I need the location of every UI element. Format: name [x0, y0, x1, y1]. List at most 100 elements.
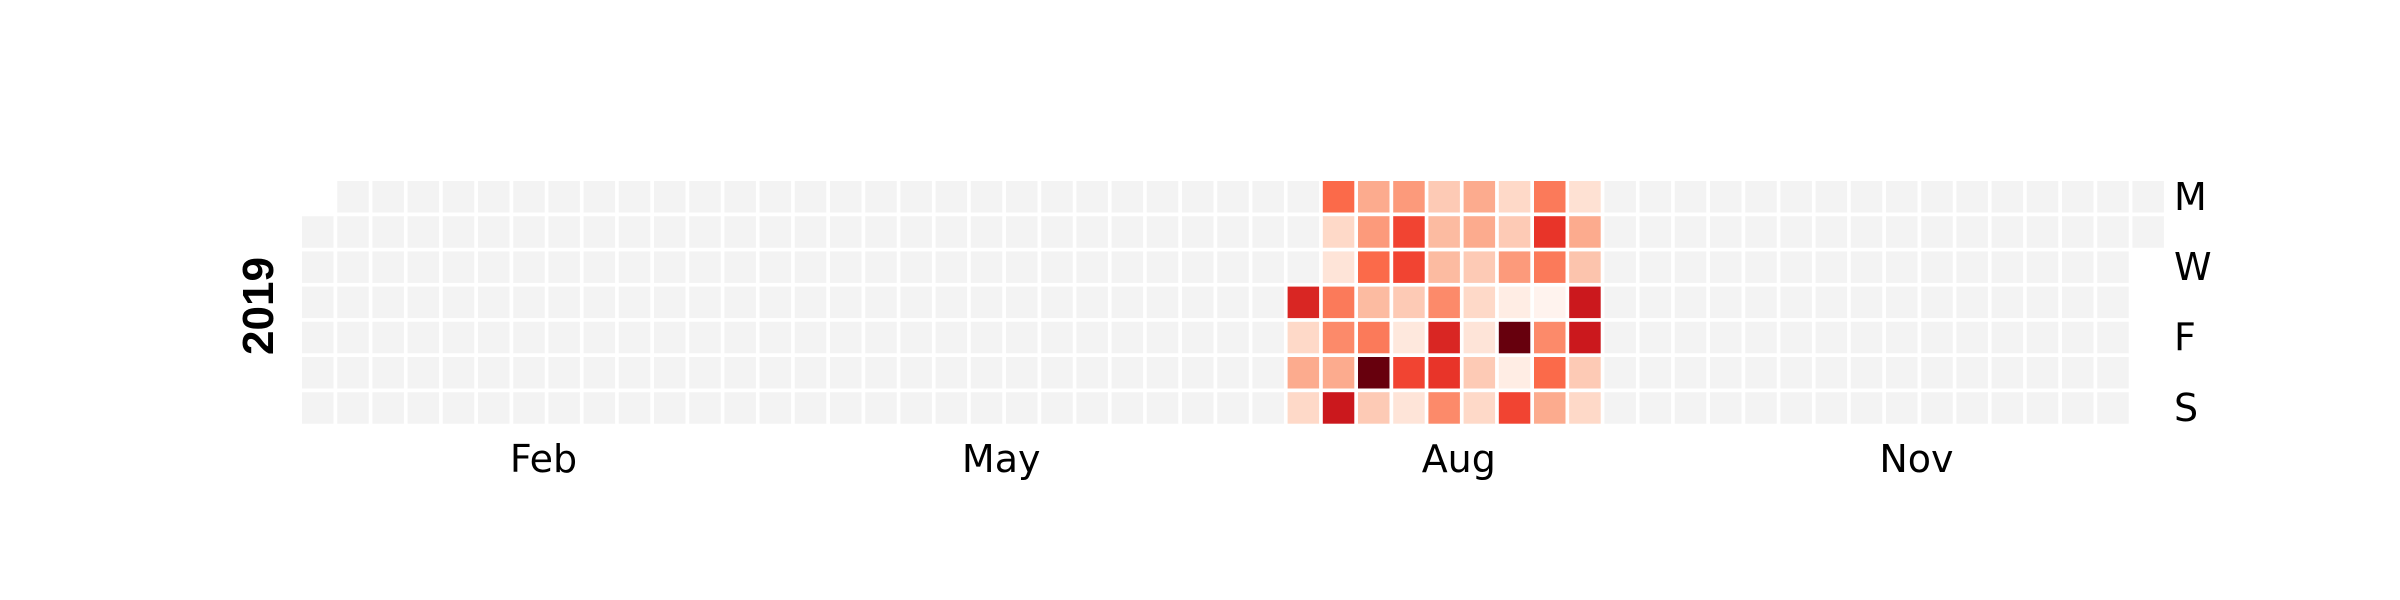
empty-day-cell	[1956, 357, 1988, 389]
empty-day-cell	[1111, 286, 1144, 319]
empty-day-cell	[1780, 286, 1812, 319]
empty-day-cell	[830, 392, 862, 424]
empty-day-cell	[1710, 181, 1742, 213]
day-cell	[1569, 392, 1601, 424]
empty-day-cell	[337, 251, 369, 283]
empty-day-cell	[2062, 181, 2094, 213]
empty-day-cell	[1182, 251, 1214, 283]
empty-day-cell	[1252, 357, 1284, 389]
empty-day-cell	[2026, 181, 2059, 213]
empty-day-cell	[302, 357, 334, 389]
empty-day-cell	[1921, 357, 1953, 389]
empty-day-cell	[1006, 251, 1038, 283]
empty-day-cell	[830, 181, 862, 213]
empty-day-cell	[724, 216, 756, 248]
empty-day-cell	[724, 321, 756, 354]
empty-day-cell	[337, 321, 369, 354]
empty-day-cell	[1745, 392, 1777, 424]
empty-day-cell	[1041, 392, 1073, 424]
day-cell	[1569, 251, 1601, 283]
empty-day-cell	[1815, 357, 1848, 389]
empty-day-cell	[1604, 321, 1636, 354]
empty-day-cell	[1604, 181, 1636, 213]
empty-day-cell	[1921, 392, 1953, 424]
empty-day-cell	[1886, 181, 1918, 213]
empty-day-cell	[1956, 392, 1988, 424]
empty-day-cell	[1041, 321, 1073, 354]
empty-day-cell	[654, 251, 686, 283]
day-cell	[1534, 286, 1566, 319]
day-cell	[1393, 392, 1425, 424]
empty-day-cell	[442, 286, 475, 319]
empty-day-cell	[1252, 286, 1284, 319]
empty-day-cell	[1674, 357, 1707, 389]
empty-day-cell	[1921, 181, 1953, 213]
empty-day-cell	[654, 286, 686, 319]
weekday-tick-label: S	[2174, 386, 2198, 430]
empty-day-cell	[372, 216, 404, 248]
empty-day-cell	[1041, 357, 1073, 389]
day-cell	[1358, 321, 1390, 354]
empty-day-cell	[1921, 286, 1953, 319]
empty-day-cell	[1182, 392, 1214, 424]
empty-day-cell	[407, 216, 440, 248]
empty-day-cell	[2097, 286, 2129, 319]
empty-day-cell	[583, 286, 616, 319]
empty-day-cell	[302, 286, 334, 319]
empty-day-cell	[1111, 251, 1144, 283]
empty-day-cell	[1956, 251, 1988, 283]
empty-day-cell	[1991, 286, 2024, 319]
empty-day-cell	[1287, 216, 1320, 248]
empty-day-cell	[407, 321, 440, 354]
empty-day-cell	[2062, 251, 2094, 283]
day-cell	[1393, 251, 1425, 283]
empty-day-cell	[1850, 181, 1883, 213]
empty-day-cell	[478, 251, 510, 283]
empty-day-cell	[2062, 286, 2094, 319]
empty-day-cell	[794, 286, 827, 319]
empty-day-cell	[724, 392, 756, 424]
empty-day-cell	[513, 286, 545, 319]
empty-day-cell	[618, 216, 651, 248]
empty-day-cell	[1111, 216, 1144, 248]
day-cell	[1287, 286, 1320, 319]
empty-day-cell	[1639, 216, 1672, 248]
day-cell	[1534, 216, 1566, 248]
empty-day-cell	[1639, 251, 1672, 283]
empty-day-cell	[1815, 286, 1848, 319]
empty-day-cell	[407, 357, 440, 389]
empty-day-cell	[513, 357, 545, 389]
day-cell	[1428, 216, 1460, 248]
day-cell	[1358, 251, 1390, 283]
empty-day-cell	[583, 181, 616, 213]
empty-day-cell	[689, 251, 721, 283]
empty-day-cell	[2062, 216, 2094, 248]
empty-day-cell	[372, 357, 404, 389]
empty-day-cell	[442, 392, 475, 424]
empty-day-cell	[970, 216, 1003, 248]
empty-day-cell	[1674, 321, 1707, 354]
empty-day-cell	[1745, 286, 1777, 319]
empty-day-cell	[548, 286, 580, 319]
empty-day-cell	[1111, 321, 1144, 354]
empty-day-cell	[759, 321, 792, 354]
empty-day-cell	[1710, 357, 1742, 389]
empty-day-cell	[1217, 251, 1249, 283]
empty-day-cell	[1146, 392, 1179, 424]
month-tick-label: May	[962, 437, 1041, 481]
empty-day-cell	[372, 181, 404, 213]
empty-day-cell	[337, 181, 369, 213]
empty-day-cell	[1710, 321, 1742, 354]
day-cell	[1393, 181, 1425, 213]
empty-day-cell	[337, 286, 369, 319]
day-cell	[1322, 216, 1355, 248]
day-cell	[1534, 392, 1566, 424]
empty-day-cell	[689, 321, 721, 354]
empty-day-cell	[1604, 216, 1636, 248]
empty-day-cell	[548, 251, 580, 283]
empty-day-cell	[935, 181, 968, 213]
empty-day-cell	[442, 216, 475, 248]
empty-day-cell	[1639, 357, 1672, 389]
empty-day-cell	[900, 216, 932, 248]
empty-day-cell	[1886, 321, 1918, 354]
